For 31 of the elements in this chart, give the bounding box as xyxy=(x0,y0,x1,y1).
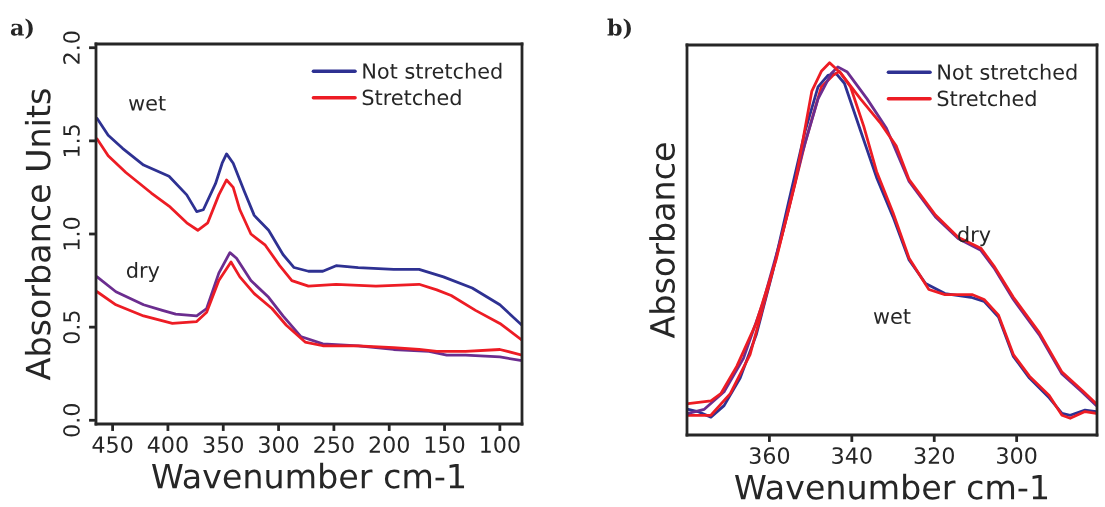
x-tick-label: 250 xyxy=(314,436,354,454)
x-tick-label: 100 xyxy=(481,436,520,454)
x-tick-label: 300 xyxy=(997,447,1037,465)
x-tick-label: 340 xyxy=(832,447,872,465)
x-axis-title: Wavenumber cm-1 xyxy=(735,473,1048,500)
y-tick-label: 1.0 xyxy=(63,217,80,250)
x-tick-label: 150 xyxy=(425,436,465,454)
annotation: wet xyxy=(128,95,166,111)
annotation: wet xyxy=(873,309,911,325)
x-tick-label: 300 xyxy=(259,436,299,454)
x-tick-label: 200 xyxy=(369,436,409,454)
x-tick-label: 450 xyxy=(92,436,133,454)
x-tick-label: 320 xyxy=(914,447,954,465)
legend-label: Stretched xyxy=(362,89,461,106)
legend-label: Not stretched xyxy=(363,62,502,79)
x-tick-label: 400 xyxy=(147,436,188,454)
y-tick-label: 1.5 xyxy=(63,125,80,157)
legend-label: Stretched xyxy=(937,90,1036,107)
annotation: dry xyxy=(958,226,991,247)
y-tick-label: 2.0 xyxy=(63,31,80,64)
annotation: dry xyxy=(126,261,160,283)
y-axis-title: Absorbance Units xyxy=(24,89,51,381)
text: b) xyxy=(607,18,631,39)
x-tick-label: 360 xyxy=(749,447,790,465)
y-tick-label: 0.5 xyxy=(63,311,80,344)
x-tick-label: 350 xyxy=(203,436,243,454)
y-axis-title: Absorbance xyxy=(649,143,675,339)
text: a) xyxy=(10,18,33,39)
y-tick-label: 0.0 xyxy=(63,404,80,437)
legend-label: Not stretched xyxy=(938,63,1077,80)
x-axis-title: Wavenumber cm-1 xyxy=(152,462,465,489)
